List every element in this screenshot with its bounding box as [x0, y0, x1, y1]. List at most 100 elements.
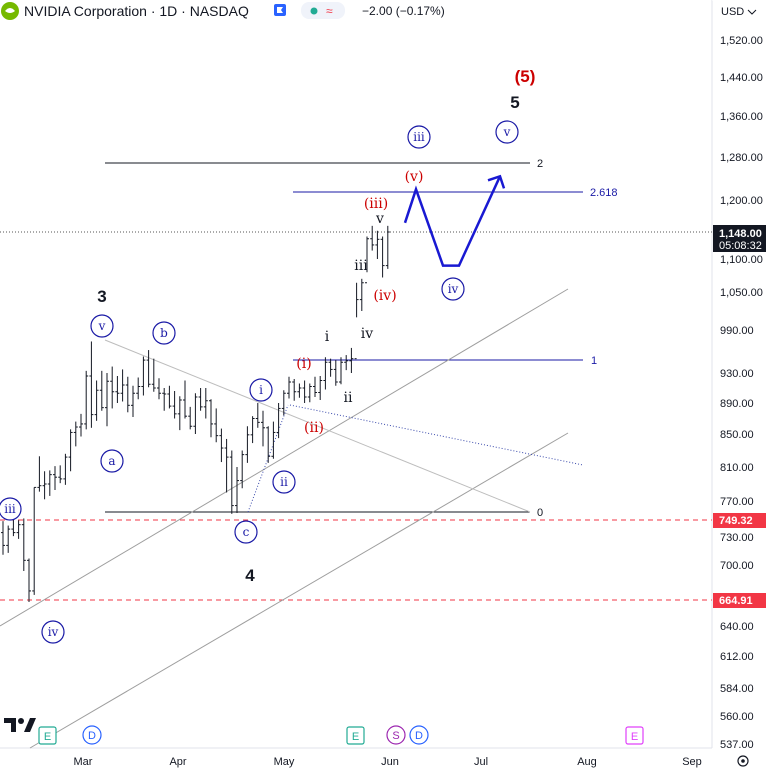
- circled-label-iv-projection: iv: [441, 277, 465, 301]
- ohlc-bar: [297, 383, 302, 398]
- gear-icon[interactable]: [737, 755, 749, 767]
- tradingview-logo: [4, 718, 36, 732]
- circled-label-c: c: [234, 520, 258, 544]
- ohlc-bar: [365, 236, 369, 284]
- ohlc-bar: [11, 517, 16, 537]
- last-price-marker: [713, 225, 766, 252]
- circled-label-i: i: [249, 378, 273, 402]
- dividend-marker[interactable]: D: [82, 725, 102, 745]
- ohlc-bar: [323, 357, 328, 390]
- ohlc-bar: [302, 380, 307, 403]
- dividend-marker[interactable]: D: [409, 725, 429, 745]
- ohlc-bar: [27, 558, 31, 602]
- ohlc-bar: [209, 399, 213, 438]
- market-status-dot-icon: [310, 7, 318, 15]
- circled-label-ii: ii: [272, 470, 296, 494]
- ohlc-bar: [333, 360, 338, 386]
- currency-chevron-down-icon[interactable]: [747, 9, 757, 15]
- currency-label[interactable]: USD: [721, 6, 744, 18]
- symbol-title[interactable]: NVIDIA Corporation · 1D · NASDAQ: [24, 3, 249, 19]
- wave-label-black-4: 4: [245, 566, 255, 585]
- projection-path: [403, 174, 506, 267]
- ohlc-bar: [193, 393, 198, 434]
- ohlc-bar: [214, 408, 219, 443]
- ohlc-bar: [99, 370, 104, 411]
- ohlc-bar: [318, 376, 323, 400]
- ohlc-bar: [115, 376, 120, 403]
- ohlc-bar: [16, 520, 21, 539]
- ohlc-bar: [73, 421, 78, 447]
- price-tick-label: 1,200.00: [720, 195, 763, 207]
- circled-label-b: b: [152, 321, 176, 345]
- price-tick-label: 1,520.00: [720, 35, 763, 47]
- ohlc-bar: [229, 450, 234, 514]
- upper-channel-line: [0, 288, 569, 627]
- price-tick-label: 990.00: [720, 325, 754, 337]
- ohlc-bar: [261, 410, 265, 447]
- ohlc-bar: [354, 282, 359, 360]
- svg-text:S: S: [392, 730, 399, 742]
- ohlc-bar: [339, 357, 343, 385]
- time-label-jun: Jun: [381, 756, 399, 768]
- price-tick-label: 1,280.00: [720, 152, 763, 164]
- price-tick-label: 1,050.00: [720, 287, 763, 299]
- wave-label-red-v: (v): [405, 169, 424, 185]
- ohlc-bar: [292, 379, 297, 401]
- ohlc-bar: [136, 377, 141, 400]
- wave-label-red-5: (5): [515, 67, 536, 86]
- svg-text:v: v: [503, 125, 511, 139]
- ohlc-bar: [313, 376, 317, 397]
- earnings-upcoming-marker[interactable]: E: [625, 726, 644, 745]
- wave-label-red-i: (i): [296, 356, 311, 372]
- fib-level-1-label: 1: [591, 355, 597, 367]
- svg-text:c: c: [243, 525, 250, 539]
- ohlc-bar: [162, 388, 167, 411]
- split-marker[interactable]: S: [386, 725, 406, 745]
- wave-label-black-3: 3: [97, 287, 106, 306]
- event-markers[interactable]: E D E S D E: [38, 725, 644, 745]
- ohlc-bar: [167, 385, 172, 409]
- ohlc-bar: [89, 341, 94, 428]
- last-price-label: 1,148.00: [719, 228, 762, 240]
- time-label-sep: Sep: [682, 756, 702, 768]
- time-label-jul: Jul: [474, 756, 488, 768]
- wave-label-red-iv: (iv): [373, 288, 396, 304]
- level-749-marker: [713, 513, 766, 528]
- price-tick-label: 1,100.00: [720, 254, 763, 266]
- wave-label-black-iii: iii: [354, 258, 368, 274]
- correction-trendline: [104, 339, 531, 513]
- ohlc-bar: [131, 385, 135, 417]
- ohlc-bar: [344, 355, 349, 371]
- ohlc-bar: [203, 388, 208, 419]
- wave-labels: (5) (v) (iii) (iv) (i) (ii) 5 3 4 i ii i…: [97, 67, 535, 585]
- ohlc-bar: [385, 225, 390, 269]
- ohlc-bar: [380, 236, 385, 278]
- ohlc-bar: [266, 426, 271, 463]
- countdown-label: 05:08:32: [719, 240, 762, 252]
- earnings-marker[interactable]: E: [38, 726, 57, 745]
- status-pill[interactable]: [301, 2, 345, 19]
- svg-text:iii: iii: [413, 130, 425, 144]
- ohlc-bar: [63, 453, 68, 485]
- time-axis[interactable]: Mar Apr May Jun Jul Aug Sep: [74, 755, 749, 768]
- wave-label-black-5: 5: [510, 93, 519, 112]
- lower-channel-line: [29, 432, 569, 749]
- price-axis[interactable]: USD 1,520.00 1,440.00 1,360.00 1,280.00 1,20…: [712, 0, 766, 751]
- ohlc-bar: [250, 416, 255, 444]
- ohlc-bars: [1, 225, 390, 602]
- ohlc-bar: [146, 350, 151, 388]
- level-749-label: 749.32: [719, 515, 753, 527]
- price-tick-label: 612.00: [720, 651, 754, 663]
- ohlc-bar: [110, 366, 115, 409]
- svg-text:v: v: [98, 319, 106, 333]
- ohlc-bar: [151, 358, 156, 392]
- ohlc-bar: [94, 380, 99, 421]
- ohlc-bar: [32, 486, 37, 595]
- circled-label-v-left: v: [90, 314, 114, 338]
- circled-label-iii-left: iii: [0, 497, 22, 521]
- price-tick-label: 850.00: [720, 429, 754, 441]
- earnings-marker[interactable]: E: [346, 726, 365, 745]
- ohlc-bar: [307, 383, 312, 403]
- circled-wave-labels: iii v iv v b a c i: [0, 120, 519, 644]
